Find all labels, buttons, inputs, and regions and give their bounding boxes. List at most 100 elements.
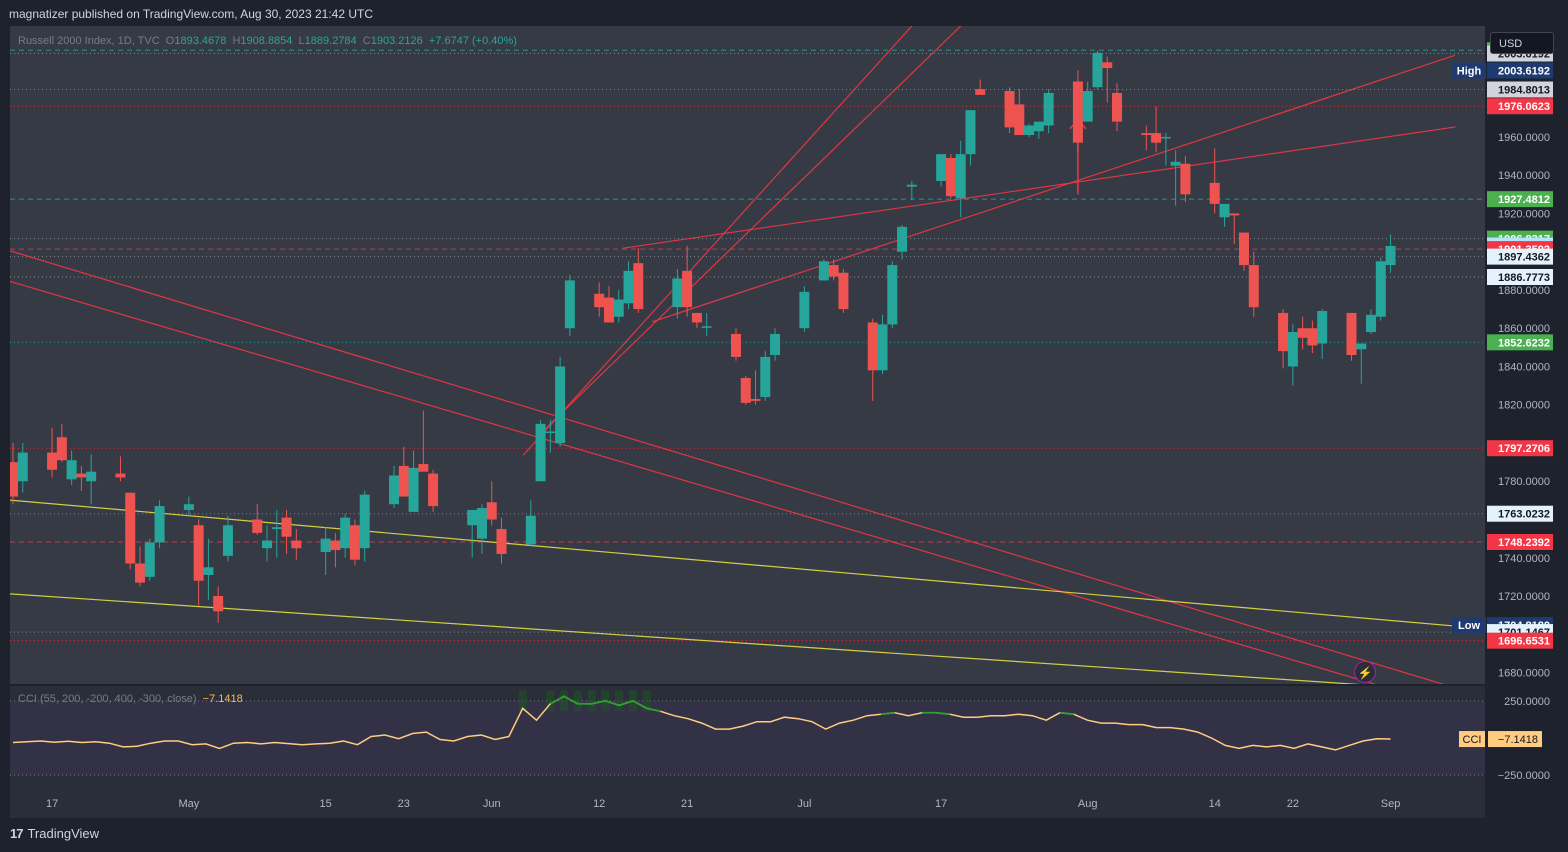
candle-body (252, 519, 263, 533)
candle-body (1170, 161, 1181, 166)
candle-body (955, 154, 966, 199)
candle-body (1317, 311, 1328, 344)
tradingview-brand[interactable]: 17 TradingView (10, 826, 99, 841)
price-tick-label: 1780.0000 (1498, 476, 1550, 488)
candle-body (877, 324, 888, 371)
cci-overbought-segment (880, 711, 895, 716)
published-note: magnatizer published on TradingView.com,… (9, 7, 374, 21)
symbol-title: Russell 2000 Index, 1D, TVC (18, 35, 160, 47)
price-tick-label: 1840.0000 (1498, 361, 1550, 373)
cci-overbought-segment (646, 707, 661, 713)
price-badge-value: 1797.2706 (1498, 443, 1550, 455)
candle-body (281, 517, 292, 537)
lightning-icon[interactable]: ⚡ (1354, 661, 1376, 683)
price-badge-bg (1487, 440, 1553, 457)
candle-body (1043, 92, 1054, 126)
cci-legend-title: CCI (55, 200, -200, 400, -300, close) (18, 693, 197, 705)
time-tick-label: Aug (1078, 798, 1098, 810)
candle-body (203, 567, 214, 575)
trend-line (622, 126, 1456, 249)
high-label: H (232, 35, 241, 47)
candle-body (340, 517, 351, 549)
candle-body (271, 527, 282, 530)
candle-body (17, 452, 28, 482)
candle-body (154, 506, 165, 543)
open-value: 1893.4678 (174, 35, 227, 47)
candle-body (66, 460, 77, 480)
candle-body (535, 423, 546, 482)
candle-body (887, 265, 898, 325)
candle-body (1346, 312, 1357, 355)
footer (0, 820, 1568, 852)
candle-body (799, 291, 810, 329)
currency-button[interactable]: USD (1490, 32, 1554, 54)
candle-body (897, 226, 908, 252)
cci-badge-bg (1488, 731, 1542, 748)
candle-body (1014, 104, 1025, 136)
price-badge-bg (1487, 334, 1553, 351)
candle-body (291, 540, 302, 549)
candle-body (428, 473, 439, 507)
candle-body (467, 509, 478, 526)
candle-body (125, 492, 136, 564)
cci-hot-zone (573, 690, 582, 712)
candle-body (1248, 265, 1259, 308)
drawings-layer (10, 26, 1469, 684)
price-tick-label: 1820.0000 (1498, 400, 1550, 412)
candle-body (945, 157, 956, 197)
price-badge: 1886.7773 (1487, 269, 1553, 286)
candle-body (691, 312, 702, 323)
price-badge: 1927.4812 (1487, 191, 1553, 208)
cci-badge-name-bg (1459, 731, 1485, 748)
candle-body (135, 563, 146, 583)
candle-body (750, 398, 761, 401)
candle-body (555, 366, 566, 443)
candle-body (1004, 91, 1015, 128)
time-tick-label: 17 (46, 798, 58, 810)
cci-badge: CCI −7.1418 (1459, 731, 1542, 748)
candle-body (1209, 182, 1220, 204)
candle-body (330, 540, 341, 551)
price-badge-value: 1984.8013 (1498, 85, 1550, 97)
candle-body (1151, 133, 1162, 143)
candle-body (1375, 261, 1386, 317)
candle-body (760, 356, 771, 398)
trend-line (651, 54, 1456, 323)
candle-body (1160, 136, 1171, 139)
price-tick-label: 1940.0000 (1498, 170, 1550, 182)
candle-body (1092, 52, 1103, 88)
cci-overbought-segment (1059, 711, 1074, 716)
price-badge-label: High (1457, 66, 1482, 78)
candle-body (936, 154, 947, 181)
publish-header: magnatizer published on TradingView.com,… (0, 0, 1568, 26)
trend-line (522, 26, 913, 456)
candle-body (545, 431, 556, 434)
price-tick-label: 1680.0000 (1498, 668, 1550, 680)
change-value: +7.6747 (+0.40%) (428, 35, 517, 47)
candle-body (115, 473, 126, 478)
candle-body (222, 525, 233, 556)
time-tick-label: 12 (593, 798, 605, 810)
cci-overbought-segment (632, 700, 648, 710)
candle-body (1297, 328, 1308, 338)
candle-body (682, 270, 693, 308)
candle-body (594, 293, 605, 308)
candle-body (349, 525, 360, 560)
cci-legend: CCI (55, 200, -200, 400, -300, close) −7… (18, 693, 243, 705)
cci-line (12, 695, 1391, 751)
cci-hot-zone (615, 690, 624, 712)
candle-body (818, 261, 829, 281)
candle-body (1072, 81, 1083, 143)
time-axis (10, 790, 1485, 818)
time-tick-label: 23 (398, 798, 410, 810)
price-badge-value: 2003.6192 (1498, 66, 1550, 78)
price-badge-value: 1976.0623 (1498, 101, 1550, 113)
candle-body (47, 452, 58, 470)
time-tick-label: Jul (797, 798, 811, 810)
candle-body (359, 494, 370, 549)
price-badge-bg (1487, 533, 1553, 550)
candle-body (1366, 314, 1377, 333)
price-axis (1486, 26, 1568, 818)
candle-body (838, 272, 849, 310)
